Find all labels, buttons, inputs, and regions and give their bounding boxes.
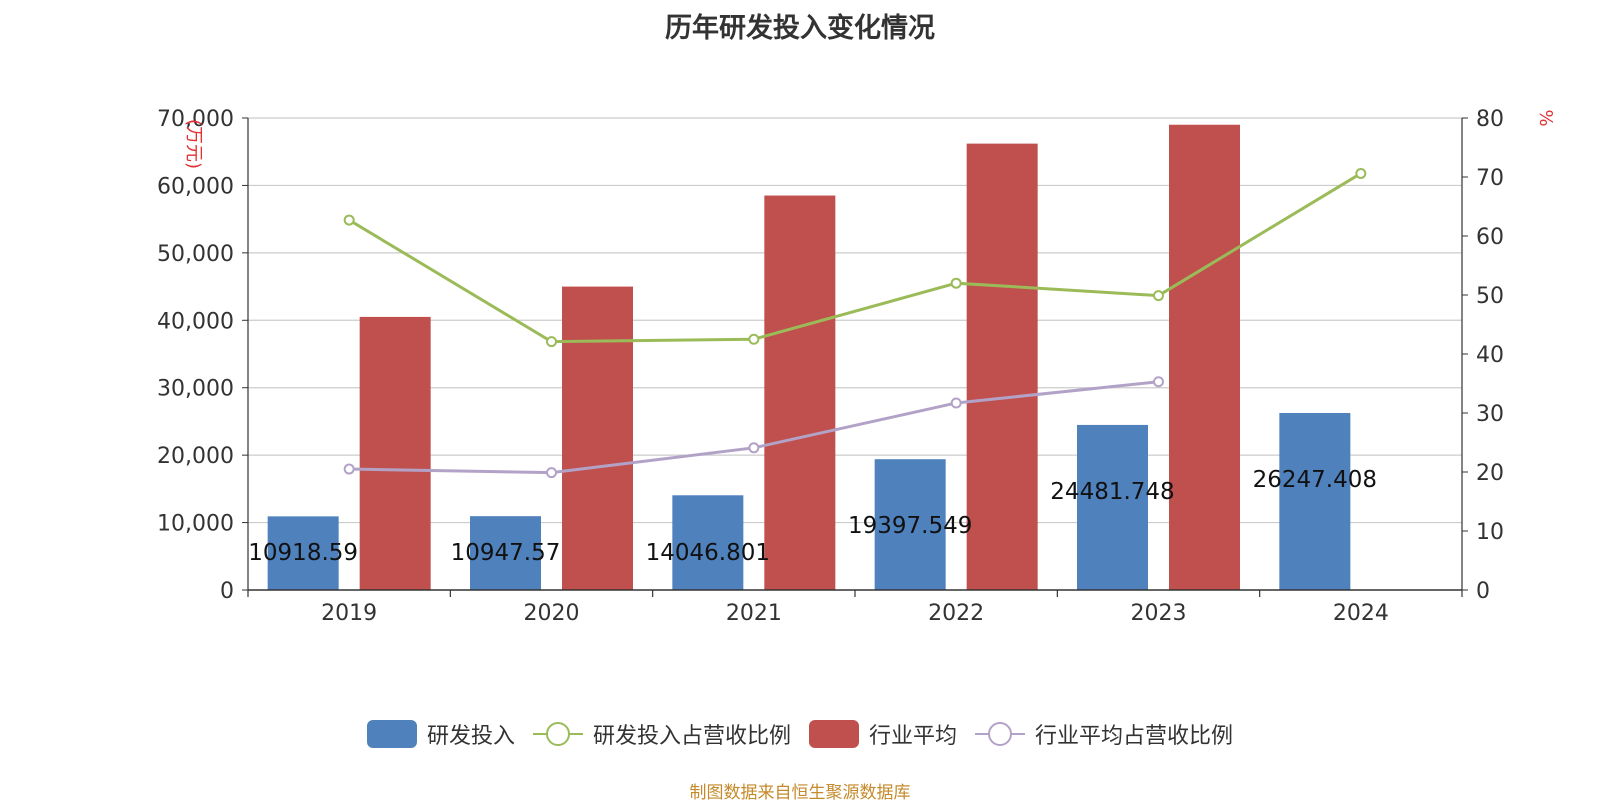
bar-industry-average [1169,124,1240,590]
bar-data-label: 24481.748 [1050,479,1174,505]
y-left-tick-label: 50,000 [157,242,234,267]
legend-swatch-rd-investment [366,720,417,748]
data-labels-layer: 10918.59 10947.57 14046.801 19397.549 24481.… [248,467,1377,566]
y-right-tick-label: 20 [1476,461,1504,486]
bar-industry-average [764,195,836,591]
y-left-tick-label: 0 [220,579,234,604]
y-right-tick-label: 50 [1476,284,1504,309]
legend-item-industry-average[interactable]: 行业平均 [809,718,957,750]
x-tick-label: 2024 [1333,601,1389,626]
bar-data-label: 10947.57 [451,540,561,566]
y-right-tick-label: 40 [1476,343,1504,368]
x-tick-label: 2019 [321,601,377,626]
legend-swatch-industry-average [809,720,859,748]
bar-rd-investment [672,495,744,590]
legend-item-rd-investment[interactable]: 研发投入 [366,718,515,750]
y-right-tick-label: 0 [1476,579,1490,604]
x-tick-label: 2023 [1131,601,1187,626]
legend-label-rd-ratio: 研发投入占营收比例 [592,724,791,749]
bars-layer [267,124,1351,591]
y-right-tick-label: 30 [1476,402,1504,427]
point-rd-ratio [343,214,355,226]
y-right-tick-label: 70 [1476,166,1504,191]
y-left-tick-label: 40,000 [157,309,234,334]
point-industry-ratio [1153,376,1164,388]
point-rd-ratio [1153,290,1164,302]
bar-industry-average [359,316,431,590]
lines-layer [343,167,1367,479]
legend-item-industry-ratio[interactable]: 行业平均占营收比例 [975,718,1233,750]
point-industry-ratio [546,467,557,479]
x-tick-label: 2022 [928,601,984,626]
x-tick-label: 2020 [524,601,580,626]
point-industry-ratio [748,442,760,454]
y-right-tick-label: 10 [1476,520,1504,545]
point-industry-ratio [343,463,355,475]
bar-rd-investment [1077,424,1148,590]
y-right-tick-label: 80 [1476,107,1504,132]
legend: 研发投入 研发投入占营收比例 行业平均 行业平均占营收比例 [0,718,1600,750]
y-right-axis-title: % [1535,109,1556,126]
y-left-tick-label: 60,000 [157,174,234,199]
legend-swatch-industry-ratio [975,720,1026,748]
bar-industry-average [562,286,633,590]
bar-rd-investment [267,516,339,590]
bar-rd-investment [874,459,946,590]
grid-lines [248,117,1462,524]
bar-data-label: 14046.801 [646,540,770,566]
y-left-tick-label: 70,000 [157,107,234,132]
point-rd-ratio [950,277,962,289]
axes-layer: 0 10,000 20,000 30,000 40,000 50,000 60,000 70,… [157,107,1556,626]
x-tick-label: 2021 [726,601,782,626]
y-left-axis-title: (万元) [183,119,204,169]
line-rd-ratio [348,172,1362,344]
y-right-tick-label: 60 [1476,225,1504,250]
point-industry-ratio [950,397,962,409]
bar-data-label: 10918.59 [248,540,358,566]
bar-rd-investment [470,516,541,590]
data-source-note: 制图数据来自恒生聚源数据库 [689,783,911,803]
legend-item-rd-ratio[interactable]: 研发投入占营收比例 [532,718,791,750]
y-left-tick-label: 10,000 [157,512,234,537]
bar-industry-average [966,143,1038,590]
point-rd-ratio [1355,167,1367,179]
y-left-tick-label: 20,000 [157,444,234,469]
chart-title: 历年研发投入变化情况 [665,13,935,44]
legend-label-industry-ratio: 行业平均占营收比例 [1035,724,1234,749]
legend-label-rd-investment: 研发投入 [426,724,515,749]
y-left-tick-label: 30,000 [157,377,234,402]
legend-swatch-rd-ratio [532,720,583,748]
bar-rd-investment [1279,413,1351,590]
point-rd-ratio [748,333,760,345]
bar-data-label: 26247.408 [1253,467,1377,493]
point-rd-ratio [546,336,557,348]
bar-data-label: 19397.549 [848,513,972,539]
legend-label-industry-average: 行业平均 [869,724,958,749]
